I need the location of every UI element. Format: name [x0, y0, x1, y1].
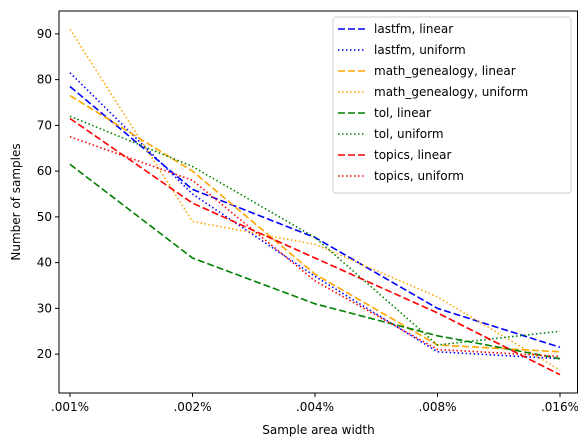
legend: lastfm, linear lastfm, uniform math_geneal…	[332, 16, 572, 194]
x-axis-label: Sample area width	[262, 423, 374, 437]
y-tick-label: 70	[37, 118, 52, 132]
legend-box	[332, 16, 572, 194]
x-tick-label: .008%	[418, 400, 456, 414]
legend-label: topics, linear	[374, 148, 451, 162]
series-line-lastfm-uniform	[69, 72, 561, 360]
x-tick-label: .001%	[51, 400, 89, 414]
y-axis-label: Number of samples	[9, 143, 23, 260]
y-tick-label: 90	[37, 27, 52, 41]
series-line-tol-linear	[69, 163, 561, 360]
legend-label: math_genealogy, linear	[374, 64, 516, 78]
x-tick-label: .016%	[541, 400, 578, 414]
legend-label: lastfm, uniform	[374, 43, 466, 57]
y-axis: 20 30 40 50 60 70 80 90	[37, 27, 59, 361]
series-lines	[69, 28, 561, 376]
x-tick-label: .004%	[296, 400, 334, 414]
series-line-math-genealogy-uniform	[69, 28, 561, 371]
x-tick-label: .002%	[173, 400, 211, 414]
legend-label: topics, uniform	[374, 169, 464, 183]
series-line-topics-uniform	[69, 136, 561, 358]
series-line-math-genealogy-linear	[69, 94, 561, 353]
y-tick-label: 60	[37, 164, 52, 178]
legend-label: lastfm, linear	[374, 22, 453, 36]
y-tick-label: 50	[37, 210, 52, 224]
x-axis: .001% .002% .004% .008% .016%	[51, 393, 578, 414]
legend-label: tol, linear	[374, 106, 431, 120]
series-line-tol-uniform	[69, 115, 561, 346]
y-tick-label: 40	[37, 256, 52, 270]
legend-label: tol, uniform	[374, 127, 444, 141]
y-tick-label: 30	[37, 301, 52, 315]
legend-label: math_genealogy, uniform	[374, 85, 528, 99]
series-line-topics-linear	[69, 117, 561, 376]
y-tick-label: 20	[37, 347, 52, 361]
y-tick-label: 80	[37, 73, 52, 87]
